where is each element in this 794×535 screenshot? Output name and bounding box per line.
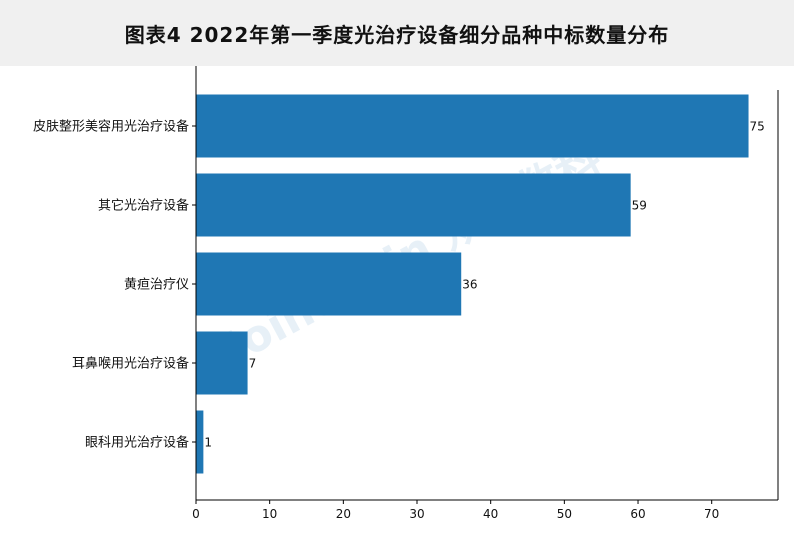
x-tick-label-50: 50: [557, 507, 572, 521]
data-label-1: 75: [750, 120, 765, 134]
x-tick-label-30: 30: [409, 507, 424, 521]
data-label-5: 1: [204, 436, 212, 450]
chart-title: 图表4 2022年第一季度光治疗设备细分品种中标数量分布: [124, 22, 670, 47]
x-tick-label-70: 70: [704, 507, 719, 521]
x-tick-label-20: 20: [336, 507, 351, 521]
bar-1: [196, 94, 749, 158]
data-label-3: 36: [462, 278, 477, 292]
bar-chart: Joinchain 众成数科 皮肤整形美容用光治疗设备75其它光治疗设备59黄疸…: [33, 66, 779, 521]
bar-5: [196, 410, 204, 474]
bar-2: [196, 173, 631, 237]
y-tick-label-3: 黄疸治疗仪: [124, 278, 189, 293]
x-tick-label-0: 0: [192, 507, 200, 521]
plot-area: 皮肤整形美容用光治疗设备 75 其它光治疗设备 59 黄疸治疗仪 36 耳鼻喉用光治疗设备 7…: [33, 66, 779, 521]
bar-3: [196, 252, 462, 316]
y-tick-label-1: 皮肤整形美容用光治疗设备: [33, 119, 189, 135]
y-tick-label-2: 其它光治疗设备: [98, 198, 189, 214]
x-tick-label-40: 40: [483, 507, 498, 521]
data-label-2: 59: [632, 199, 647, 213]
x-tick-label-60: 60: [630, 507, 645, 521]
data-label-4: 7: [249, 357, 257, 371]
x-tick-label-10: 10: [262, 507, 277, 521]
y-tick-label-4: 耳鼻喉用光治疗设备: [72, 356, 189, 372]
bar-4: [196, 331, 248, 395]
y-tick-label-5: 眼科用光治疗设备: [85, 435, 189, 451]
title-bar: 图表4 2022年第一季度光治疗设备细分品种中标数量分布: [0, 0, 794, 66]
